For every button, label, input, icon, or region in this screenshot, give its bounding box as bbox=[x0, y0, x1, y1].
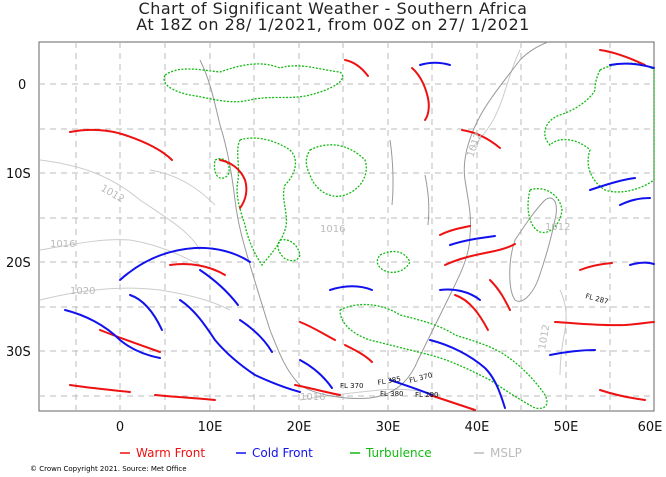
lon-label: 50E bbox=[554, 420, 579, 435]
lon-label: 10E bbox=[198, 420, 223, 435]
longitude-labels: 0 10E 20E 30E 40E 50E 60E bbox=[116, 420, 663, 435]
isobar-label: 1016 bbox=[300, 392, 325, 403]
map-frame bbox=[38, 41, 655, 412]
isobar-label: 1016 bbox=[320, 224, 345, 235]
flight-level-label: FL 385 bbox=[377, 375, 402, 387]
flight-level-label: FL 290 bbox=[415, 391, 439, 399]
legend-warm-front: Warm Front bbox=[136, 446, 206, 460]
lon-label: 30E bbox=[376, 420, 401, 435]
chart-title-line2: At 18Z on 28/ 1/2021, from 00Z on 27/ 1/… bbox=[136, 15, 530, 34]
lon-label: 40E bbox=[465, 420, 490, 435]
latitude-labels: 0 10S 20S 30S bbox=[6, 78, 31, 360]
isobar-label: 1020 bbox=[70, 286, 95, 297]
isobar-label: 1012 bbox=[545, 222, 570, 233]
isobar-label: 1016 bbox=[50, 239, 75, 250]
coastlines bbox=[199, 41, 557, 399]
lat-label: 10S bbox=[6, 167, 31, 182]
warm-fronts bbox=[69, 49, 655, 411]
lat-label: 20S bbox=[6, 256, 31, 271]
copyright-notice: © Crown Copyright 2021. Source: Met Offi… bbox=[30, 465, 187, 473]
isobar-label: 1012 bbox=[537, 324, 552, 351]
mslp-isobars bbox=[39, 49, 567, 401]
legend-turbulence: Turbulence bbox=[366, 446, 432, 460]
turbulence-areas bbox=[163, 62, 655, 410]
legend-cold-front: Cold Front bbox=[252, 446, 313, 460]
lat-label: 30S bbox=[6, 345, 31, 360]
legend-mslp: MSLP bbox=[490, 446, 522, 460]
lon-label: 60E bbox=[638, 420, 663, 435]
flight-level-label: FL 380 bbox=[380, 390, 404, 398]
flight-level-label: FL 370 bbox=[340, 382, 364, 390]
lat-label: 0 bbox=[18, 78, 26, 93]
lon-label: 20E bbox=[287, 420, 312, 435]
lon-label: 0 bbox=[116, 420, 124, 435]
chart-title-line1: Chart of Significant Weather - Southern … bbox=[138, 0, 528, 18]
grid-lines bbox=[39, 42, 654, 411]
cold-fronts bbox=[64, 61, 655, 409]
